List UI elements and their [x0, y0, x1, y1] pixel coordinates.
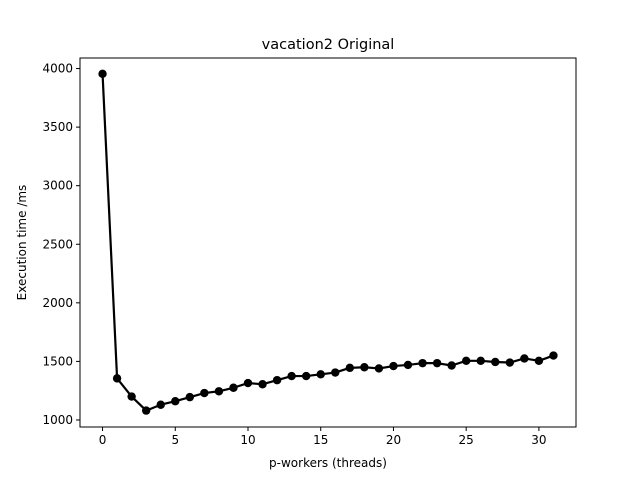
y-tick-label: 1500	[42, 354, 73, 368]
data-point	[112, 374, 122, 383]
data-point	[171, 397, 180, 406]
data-point	[185, 392, 195, 402]
data-point	[549, 351, 558, 360]
data-point	[461, 356, 471, 366]
data-point	[98, 69, 107, 79]
data-point	[272, 375, 282, 385]
y-axis-label: Execution time /ms	[15, 185, 29, 301]
y-axis-ticks: 1000 1500 2000 2500 3000 3500 4000	[42, 62, 80, 427]
y-tick-label: 3500	[42, 120, 73, 134]
data-point	[214, 387, 224, 396]
y-tick-label: 1000	[42, 413, 73, 427]
data-point	[141, 406, 151, 415]
data-point	[403, 360, 413, 370]
data-point	[418, 358, 427, 368]
data-point	[243, 378, 253, 388]
x-tick-label: 20	[386, 433, 401, 447]
data-point	[374, 364, 384, 373]
data-point	[534, 356, 544, 366]
y-tick-label: 3000	[42, 179, 73, 193]
data-point	[505, 358, 515, 367]
y-tick-label: 4000	[42, 62, 73, 76]
data-point	[287, 371, 296, 381]
x-tick-label: 10	[240, 433, 255, 447]
data-point	[301, 371, 311, 381]
data-point	[316, 370, 325, 379]
data-point	[360, 363, 369, 372]
x-tick-label: 5	[171, 433, 179, 447]
data-point	[345, 363, 355, 373]
data-point	[432, 358, 442, 368]
data-point	[200, 388, 209, 398]
data-point	[258, 380, 267, 389]
data-point	[389, 361, 398, 371]
data-point	[520, 354, 529, 363]
x-tick-label: 25	[459, 433, 474, 447]
x-tick-label: 0	[99, 433, 107, 447]
data-point	[331, 368, 340, 377]
x-axis-label: p-workers (threads)	[269, 456, 387, 470]
y-tick-label: 2500	[42, 237, 73, 251]
x-tick-label: 15	[313, 433, 328, 447]
data-point	[229, 383, 238, 392]
data-point	[447, 361, 456, 370]
chart-title: vacation2 Original	[262, 37, 395, 53]
data-point	[127, 392, 136, 401]
x-tick-label: 30	[531, 433, 546, 447]
axes-frame	[79, 57, 577, 428]
plot-area	[98, 69, 558, 415]
data-point	[156, 400, 165, 409]
data-point	[476, 356, 485, 366]
y-tick-label: 2000	[42, 296, 73, 310]
x-axis-ticks: 0 5 10 15 20 25 30	[99, 427, 547, 447]
data-point	[491, 357, 500, 367]
